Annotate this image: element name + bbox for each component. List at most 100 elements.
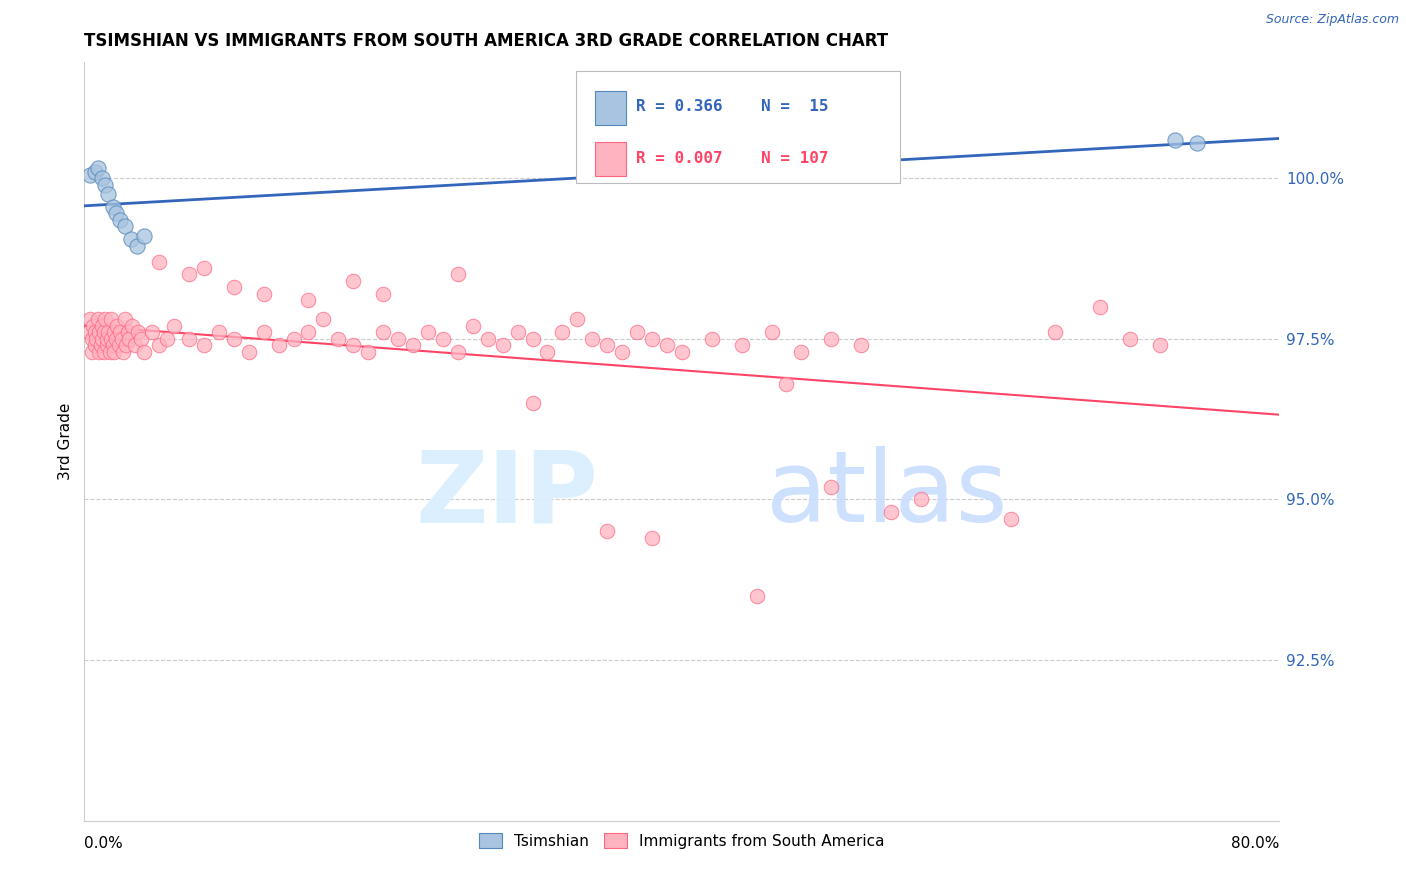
Point (148, 338, 170, 352)
Point (745, 589, 768, 603)
Point (163, 318, 186, 333)
Point (416, 326, 439, 340)
Point (551, 326, 574, 340)
Text: R = 0.007    N = 107: R = 0.007 N = 107 (636, 151, 828, 166)
Point (132, 228, 156, 243)
Point (253, 326, 276, 340)
Point (387, 332, 409, 346)
Point (342, 274, 364, 288)
Point (132, 344, 156, 359)
Point (100, 312, 122, 326)
Point (910, 492, 932, 507)
Point (82, 318, 104, 333)
Point (342, 338, 364, 352)
Point (103, 326, 125, 340)
Point (80, 344, 103, 359)
Point (104, 206, 127, 220)
Point (87, 161, 110, 176)
Point (522, 332, 544, 346)
Point (208, 326, 231, 340)
Point (1164, 132, 1187, 146)
Point (94, 312, 117, 326)
Point (114, 312, 136, 326)
Point (1090, 300, 1112, 314)
Point (820, 479, 842, 493)
Point (775, 376, 797, 391)
Point (1000, 511, 1022, 525)
Point (79, 312, 101, 326)
Point (253, 286, 276, 301)
Point (297, 326, 319, 340)
Point (101, 338, 124, 352)
Point (104, 332, 127, 346)
Point (83, 326, 105, 340)
Text: TSIMSHIAN VS IMMIGRANTS FROM SOUTH AMERICA 3RD GRADE CORRELATION CHART: TSIMSHIAN VS IMMIGRANTS FROM SOUTH AMERI… (84, 32, 889, 50)
Point (447, 268, 470, 282)
Point (1119, 332, 1142, 346)
Point (93, 326, 115, 340)
Point (655, 338, 678, 352)
Text: 0.0%: 0.0% (84, 836, 124, 851)
Point (581, 332, 603, 346)
Point (100, 332, 122, 346)
Point (193, 261, 215, 276)
Point (492, 338, 515, 352)
Point (89, 326, 111, 340)
Point (114, 219, 136, 234)
Point (94, 178, 117, 192)
Point (91, 318, 114, 333)
Point (820, 332, 842, 346)
Point (790, 344, 813, 359)
Point (1149, 338, 1171, 352)
Point (83, 338, 105, 352)
Point (641, 531, 664, 545)
Point (125, 238, 148, 252)
Point (127, 326, 149, 340)
Point (761, 326, 783, 340)
Point (402, 338, 425, 352)
Point (700, 332, 723, 346)
Point (120, 232, 142, 246)
Text: 80.0%: 80.0% (1232, 836, 1279, 851)
Point (193, 338, 215, 352)
Point (312, 312, 335, 326)
Point (536, 344, 558, 359)
Point (83, 164, 105, 178)
Point (461, 318, 484, 333)
Point (222, 332, 245, 346)
Point (91, 171, 114, 186)
Point (447, 344, 470, 359)
Point (121, 318, 143, 333)
Point (96, 332, 118, 346)
Point (90, 338, 112, 352)
Point (103, 344, 125, 359)
Point (89, 344, 111, 359)
Point (373, 286, 395, 301)
Point (96, 338, 118, 352)
Text: R = 0.366    N =  15: R = 0.366 N = 15 (636, 99, 828, 114)
Text: ZIP: ZIP (415, 446, 599, 543)
Point (105, 318, 128, 333)
Point (357, 344, 380, 359)
Point (612, 344, 634, 359)
Point (155, 332, 177, 346)
Point (596, 524, 619, 539)
Point (626, 326, 648, 340)
Point (79, 168, 101, 182)
Point (101, 200, 124, 214)
Point (1187, 136, 1209, 150)
Point (851, 338, 873, 352)
Point (93, 344, 115, 359)
Point (112, 344, 135, 359)
Point (267, 338, 290, 352)
Point (880, 505, 903, 519)
Point (110, 326, 132, 340)
Point (731, 338, 754, 352)
Point (522, 396, 544, 410)
Point (87, 312, 110, 326)
Point (1045, 326, 1067, 340)
Point (117, 326, 139, 340)
Point (671, 344, 693, 359)
Point (506, 326, 529, 340)
Point (238, 344, 260, 359)
